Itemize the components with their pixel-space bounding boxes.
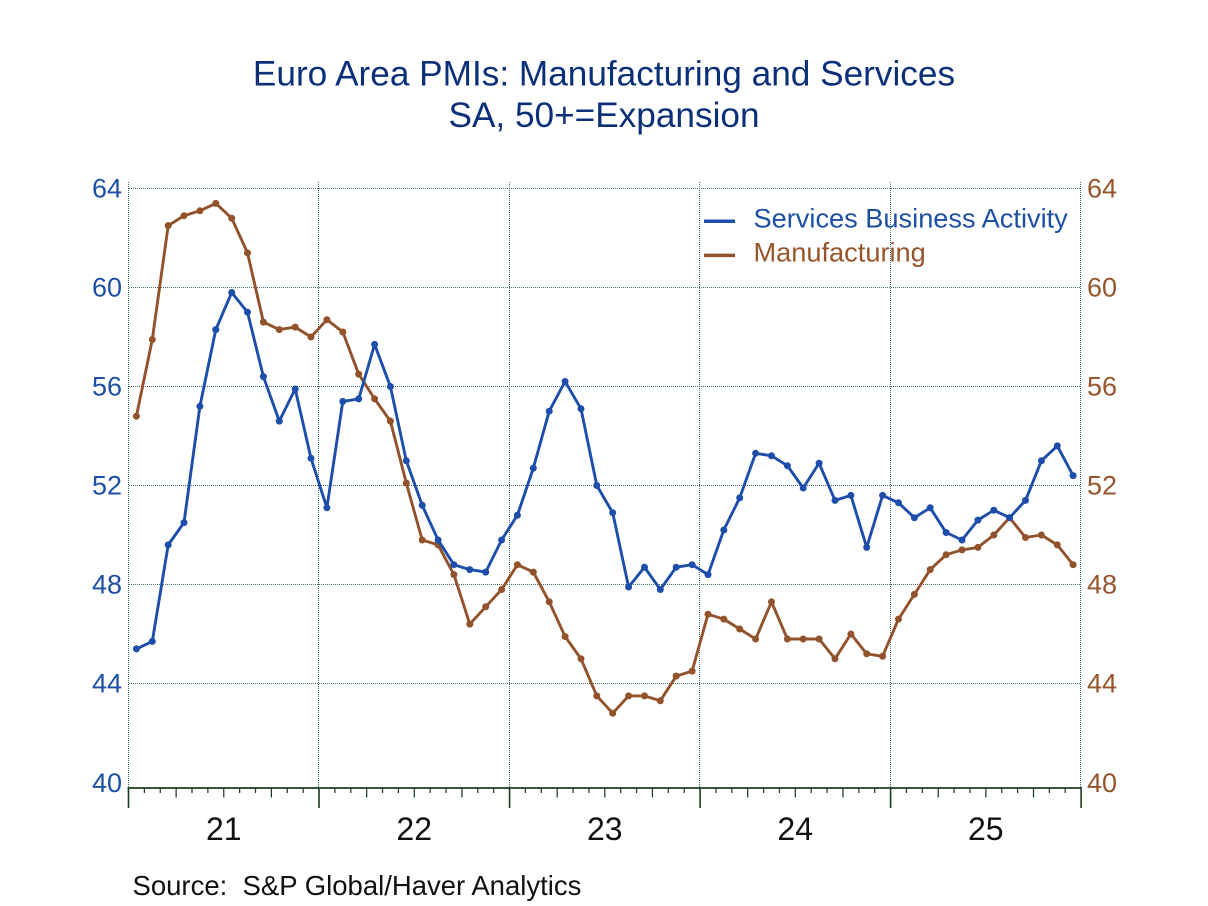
svg-text:60: 60 (1087, 273, 1117, 303)
svg-text:56: 56 (1087, 372, 1117, 402)
svg-text:64: 64 (92, 174, 122, 204)
svg-text:21: 21 (206, 811, 242, 847)
svg-text:48: 48 (1087, 570, 1117, 600)
svg-text:52: 52 (92, 471, 122, 501)
svg-text:25: 25 (968, 811, 1004, 847)
svg-text:23: 23 (587, 811, 623, 847)
svg-text:SA, 50+=Expansion: SA, 50+=Expansion (448, 96, 759, 135)
svg-text:Services Business Activity: Services Business Activity (754, 203, 1069, 234)
svg-text:44: 44 (1087, 669, 1117, 699)
svg-text:22: 22 (396, 811, 432, 847)
svg-text:60: 60 (92, 273, 122, 303)
svg-text:40: 40 (1087, 768, 1117, 798)
svg-text:44: 44 (92, 669, 122, 699)
svg-text:64: 64 (1087, 174, 1117, 204)
svg-text:48: 48 (92, 570, 122, 600)
svg-text:24: 24 (777, 811, 813, 847)
svg-text:56: 56 (92, 372, 122, 402)
svg-text:Source: S&P Global/Haver Anal: Source: S&P Global/Haver Analytics (133, 870, 582, 901)
svg-text:52: 52 (1087, 471, 1117, 501)
svg-text:40: 40 (92, 768, 122, 798)
svg-text:Euro Area PMIs: Manufacturing: Euro Area PMIs: Manufacturing and Servic… (253, 55, 955, 94)
svg-text:Manufacturing: Manufacturing (754, 237, 926, 268)
